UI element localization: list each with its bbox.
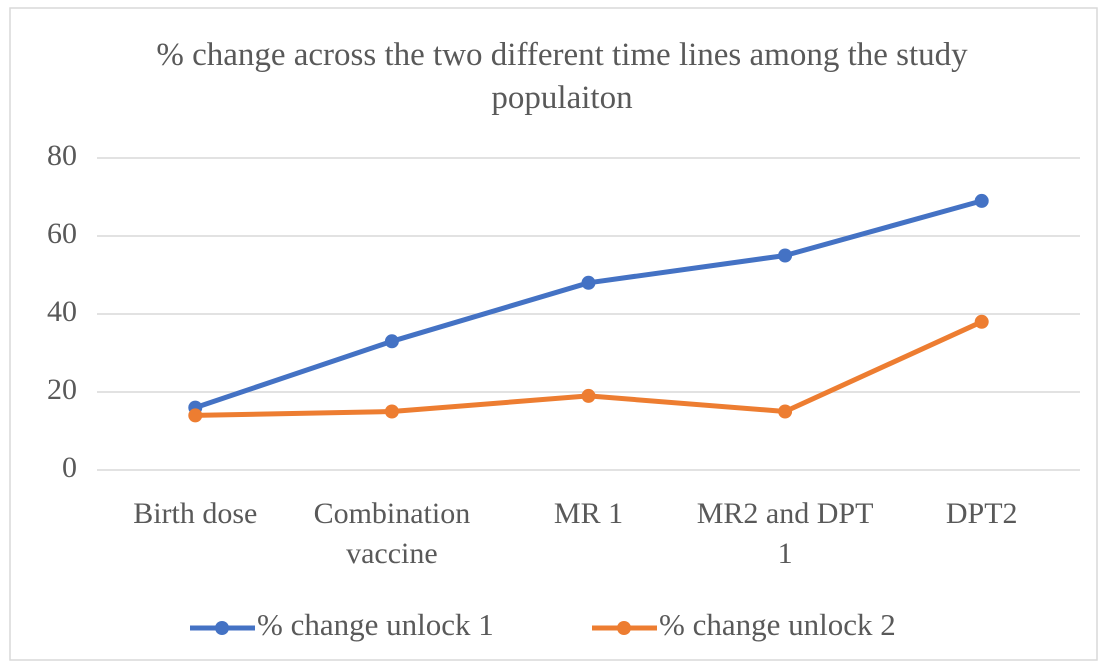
- y-tick-label: 20: [47, 373, 77, 406]
- series-marker: [974, 314, 989, 329]
- y-tick-label: 80: [47, 139, 77, 172]
- y-tick-label: 0: [62, 451, 77, 484]
- legend-label: % change unlock 1: [257, 607, 494, 642]
- legend-marker: [617, 621, 631, 635]
- chart-border: [9, 7, 1098, 661]
- x-tick-label: DPT2: [946, 497, 1018, 530]
- x-tick-label: MR2 and DPT 1: [697, 497, 874, 570]
- legend-label: % change unlock 2: [659, 607, 896, 642]
- series-marker: [974, 193, 989, 208]
- chart-title: % change across the two different time l…: [156, 37, 968, 116]
- series-marker: [778, 248, 793, 263]
- x-tick-label: Combination vaccine: [314, 497, 471, 570]
- legend-marker: [215, 621, 229, 635]
- x-tick-label: MR 1: [554, 497, 623, 530]
- series-marker: [581, 388, 596, 403]
- series-marker: [778, 404, 793, 419]
- series-marker: [188, 408, 203, 423]
- y-tick-label: 40: [47, 295, 77, 328]
- series-marker: [384, 334, 399, 349]
- x-tick-label: Birth dose: [133, 497, 257, 530]
- series-marker: [384, 404, 399, 419]
- series-marker: [581, 275, 596, 290]
- y-tick-label: 60: [47, 217, 77, 250]
